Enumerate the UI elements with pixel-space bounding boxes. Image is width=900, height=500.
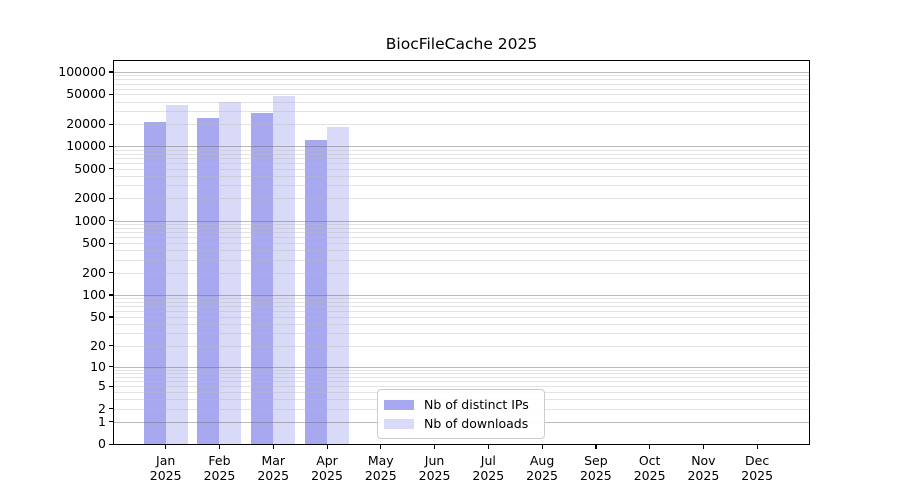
y-tick-mark (109, 242, 113, 244)
y-gridline-major (114, 71, 809, 73)
legend-label-distinct-ips: Nb of distinct IPs (424, 397, 529, 412)
y-tick-mark (109, 408, 113, 410)
x-tick-label: Oct 2025 (633, 453, 666, 483)
x-tick-label: Jun 2025 (418, 453, 451, 483)
y-tick-mark (109, 93, 113, 96)
x-tick-mark (380, 445, 382, 449)
x-tick-label: Feb 2025 (203, 453, 236, 483)
y-gridline-minor (114, 88, 809, 90)
y-tick-mark (109, 443, 113, 445)
x-tick-mark (702, 445, 705, 449)
x-tick-label: Jan 2025 (149, 453, 182, 483)
y-tick-mark (109, 294, 113, 296)
x-tick-mark (326, 445, 328, 449)
y-tick-mark (109, 345, 113, 347)
legend-swatch-distinct-ips (384, 400, 414, 410)
bar-downloads (165, 105, 188, 444)
x-tick-mark (434, 445, 436, 449)
y-gridline-minor (114, 110, 809, 112)
x-tick-mark (218, 445, 221, 449)
legend-swatch-downloads (384, 419, 414, 429)
y-tick-mark (109, 316, 113, 318)
y-tick-label: 5 (98, 378, 106, 394)
x-tick-label: Sep 2025 (579, 453, 612, 483)
y-tick-label: 1000 (74, 212, 106, 228)
x-tick-label: Apr 2025 (311, 453, 343, 483)
y-gridline-minor (114, 79, 809, 81)
chart-title: BiocFileCache 2025 (385, 35, 538, 53)
y-tick-mark (109, 197, 113, 200)
x-tick-mark (272, 445, 274, 449)
x-tick-label: May 2025 (364, 453, 397, 483)
plot-area (113, 60, 810, 445)
bar-downloads (219, 101, 242, 444)
y-tick-label: 2000 (74, 190, 106, 206)
y-gridline-minor (114, 101, 809, 103)
legend: Nb of distinct IPs Nb of downloads (377, 389, 545, 439)
y-gridline-minor (114, 83, 809, 85)
x-tick-mark (541, 445, 543, 449)
y-tick-mark (109, 385, 113, 387)
y-tick-label: 200 (82, 264, 106, 280)
legend-item-downloads: Nb of downloads (384, 415, 536, 433)
bar-distinct-ips (197, 118, 220, 444)
y-tick-mark (109, 145, 113, 148)
x-tick-label: Mar 2025 (257, 453, 290, 483)
y-tick-label: 100000 (58, 63, 106, 79)
y-tick-label: 20 (90, 337, 106, 353)
y-gridline-minor (114, 75, 809, 77)
x-tick-label: Nov 2025 (687, 453, 720, 483)
bar-distinct-ips (251, 113, 274, 444)
y-tick-label: 500 (82, 235, 106, 251)
y-tick-label: 10 (90, 358, 106, 374)
bar-downloads (273, 96, 296, 444)
legend-label-downloads: Nb of downloads (424, 416, 529, 431)
x-tick-mark (595, 445, 597, 449)
x-tick-label: Aug 2025 (526, 453, 558, 483)
y-tick-mark (109, 220, 113, 222)
y-tick-label: 50 (90, 308, 106, 324)
y-gridline-minor (114, 94, 809, 96)
x-tick-mark (165, 445, 167, 449)
y-tick-mark (109, 123, 113, 125)
legend-item-distinct-ips: Nb of distinct IPs (384, 396, 536, 414)
y-tick-label: 50000 (66, 86, 106, 102)
y-tick-label: 10000 (66, 138, 106, 154)
y-tick-mark (109, 168, 113, 170)
x-tick-mark (487, 445, 489, 449)
y-tick-label: 100 (82, 286, 106, 302)
x-tick-mark (649, 445, 651, 449)
y-tick-mark (109, 272, 113, 274)
x-tick-mark (756, 445, 758, 449)
y-tick-mark (109, 71, 113, 73)
x-tick-label: Jul 2025 (472, 453, 505, 483)
y-tick-mark (109, 421, 113, 423)
bar-downloads (327, 126, 349, 444)
y-tick-label: 20000 (66, 116, 106, 131)
y-tick-label: 5000 (74, 160, 106, 176)
y-tick-label: 1 (98, 413, 106, 429)
y-tick-label: 2 (98, 400, 106, 416)
bar-distinct-ips (305, 139, 327, 444)
x-tick-label: Dec 2025 (741, 453, 774, 483)
y-tick-label: 0 (98, 436, 106, 451)
bar-distinct-ips (143, 121, 166, 444)
y-tick-mark (109, 366, 113, 368)
